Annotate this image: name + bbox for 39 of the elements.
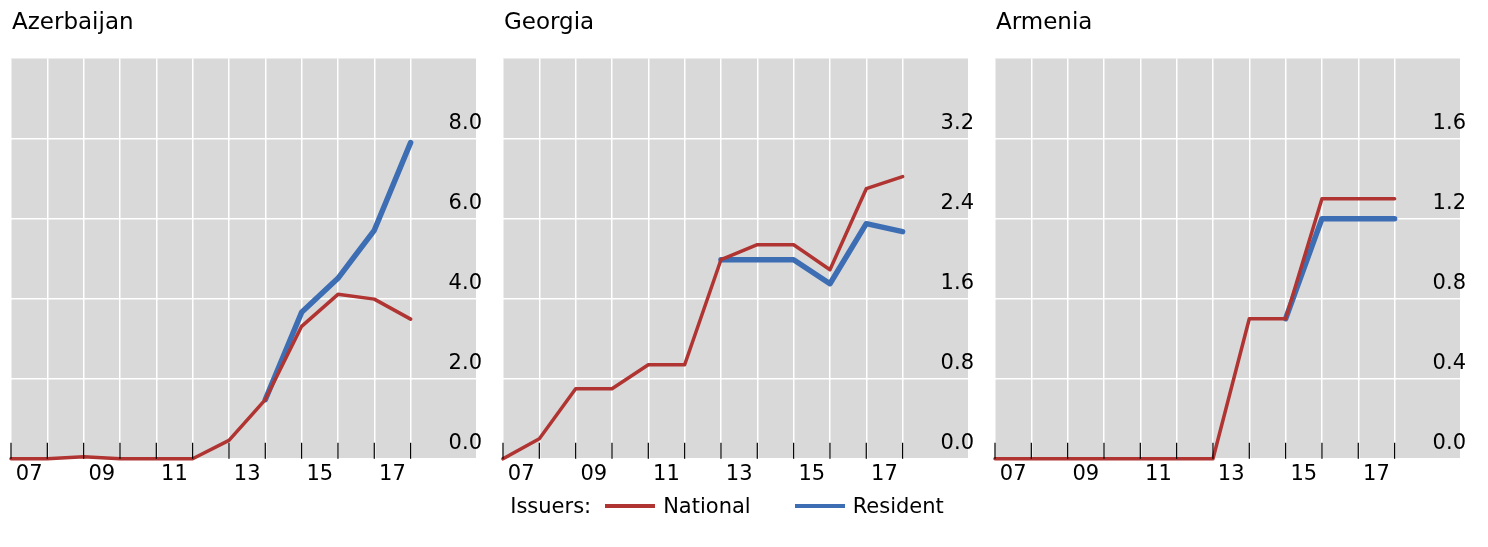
- x-tick-label: 13: [233, 460, 261, 485]
- x-tick-label: 09: [1072, 460, 1100, 485]
- x-tick-label: 09: [88, 460, 116, 485]
- x-tick-label: 13: [1217, 460, 1245, 485]
- x-tick-label: 15: [1290, 460, 1318, 485]
- x-tick-label: 11: [653, 460, 680, 485]
- y-tick-label: 3.2: [940, 110, 974, 135]
- x-tick-label: 07: [15, 460, 43, 485]
- y-tick-label: 1.2: [1432, 190, 1466, 215]
- x-tick-label: 17: [379, 460, 406, 485]
- y-tick-label: 1.6: [1432, 110, 1466, 135]
- chart-title: Azerbaijan: [11, 8, 135, 36]
- y-tick-label: 1.6: [940, 270, 974, 295]
- y-tick-label: 0.8: [940, 350, 974, 375]
- y-tick-label: 8.0: [448, 110, 482, 135]
- chart-title: Georgia: [503, 8, 596, 36]
- y-tick-label: 0.4: [1432, 350, 1466, 375]
- y-tick-label: 2.0: [448, 350, 482, 375]
- y-tick-label: 0.0: [940, 430, 974, 455]
- legend-title: Issuers:: [510, 494, 592, 518]
- x-tick-label: 11: [1145, 460, 1172, 485]
- x-tick-label: 07: [507, 460, 535, 485]
- y-tick-label: 0.8: [1432, 270, 1466, 295]
- x-tick-label: 07: [999, 460, 1027, 485]
- x-tick-label: 11: [161, 460, 188, 485]
- y-tick-label: 4.0: [448, 270, 482, 295]
- x-tick-label: 13: [725, 460, 753, 485]
- x-tick-label: 17: [871, 460, 898, 485]
- legend-label: National: [663, 494, 751, 518]
- x-tick-label: 09: [580, 460, 608, 485]
- x-tick-label: 15: [306, 460, 334, 485]
- y-tick-label: 6.0: [448, 190, 482, 215]
- legend-label: Resident: [852, 494, 944, 518]
- y-tick-label: 0.0: [448, 430, 482, 455]
- x-tick-label: 15: [798, 460, 826, 485]
- chart-title: Armenia: [995, 8, 1094, 36]
- x-tick-label: 17: [1363, 460, 1390, 485]
- y-tick-label: 2.4: [940, 190, 974, 215]
- y-tick-label: 0.0: [1432, 430, 1466, 455]
